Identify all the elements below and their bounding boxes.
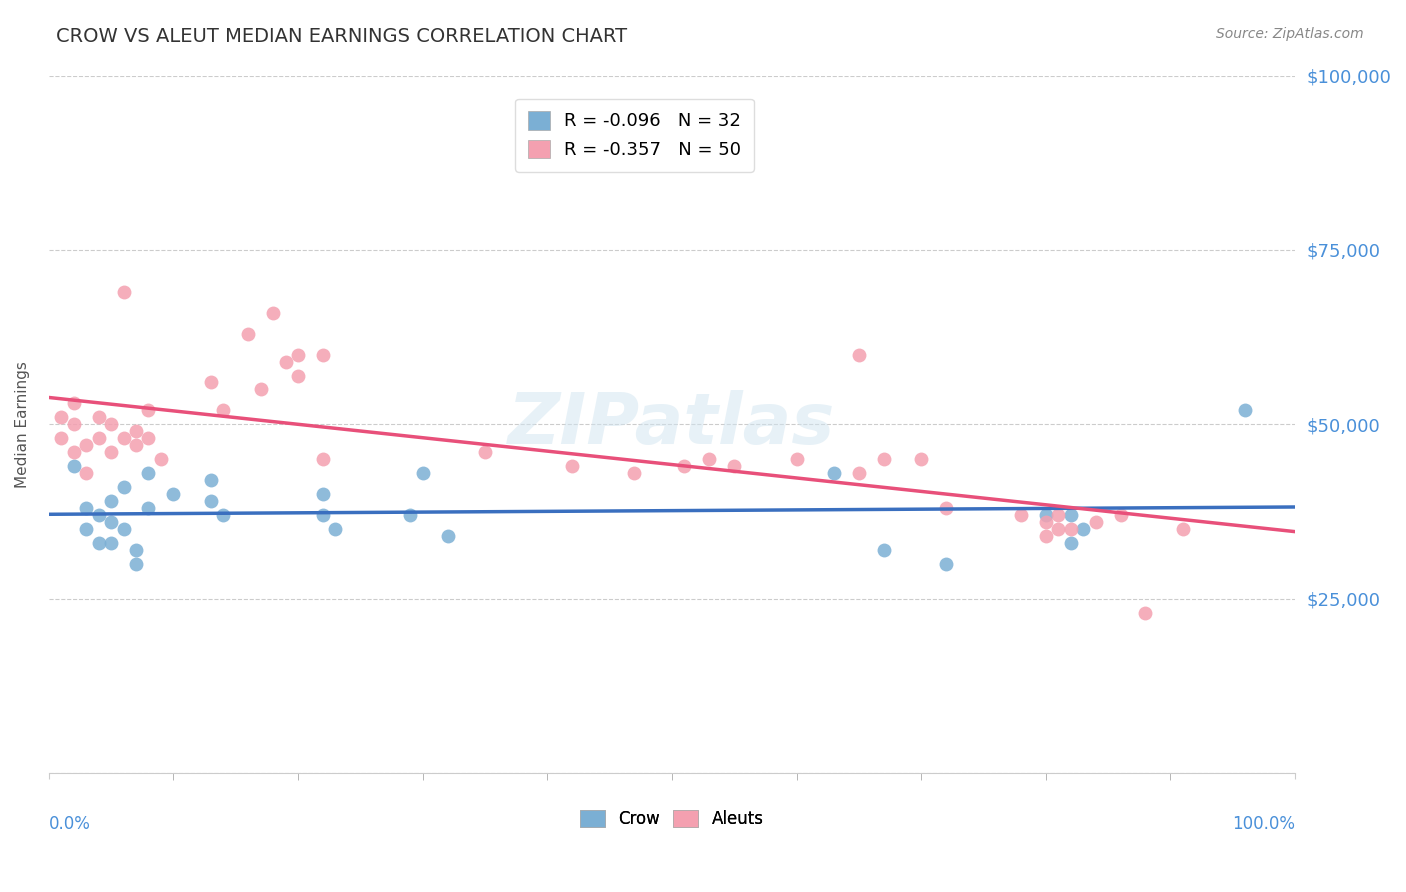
Text: Source: ZipAtlas.com: Source: ZipAtlas.com bbox=[1216, 27, 1364, 41]
Point bbox=[236, 326, 259, 341]
Text: CROW VS ALEUT MEDIAN EARNINGS CORRELATION CHART: CROW VS ALEUT MEDIAN EARNINGS CORRELATIO… bbox=[56, 27, 627, 45]
Point bbox=[138, 501, 160, 516]
Text: ZIPatlas: ZIPatlas bbox=[508, 390, 835, 458]
Point bbox=[112, 285, 135, 299]
Point bbox=[100, 494, 122, 508]
Point bbox=[312, 487, 335, 501]
Point bbox=[786, 452, 808, 467]
Point bbox=[287, 348, 309, 362]
Point bbox=[848, 348, 870, 362]
Point bbox=[1035, 508, 1057, 522]
Point bbox=[312, 508, 335, 522]
Point bbox=[112, 522, 135, 536]
Point bbox=[848, 466, 870, 480]
Point bbox=[1135, 606, 1157, 620]
Point bbox=[100, 445, 122, 459]
Point bbox=[1109, 508, 1132, 522]
Point bbox=[62, 417, 84, 432]
Point bbox=[1035, 515, 1057, 529]
Point bbox=[75, 501, 97, 516]
Legend: R = -0.096   N = 32, R = -0.357   N = 50: R = -0.096 N = 32, R = -0.357 N = 50 bbox=[516, 98, 754, 171]
Point bbox=[138, 403, 160, 417]
Point bbox=[138, 431, 160, 445]
Point bbox=[1084, 515, 1107, 529]
Point bbox=[823, 466, 845, 480]
Point bbox=[51, 431, 73, 445]
Point bbox=[1234, 403, 1257, 417]
Point bbox=[873, 452, 896, 467]
Point bbox=[100, 417, 122, 432]
Point bbox=[87, 410, 110, 425]
Point bbox=[1047, 508, 1070, 522]
Point bbox=[125, 543, 148, 558]
Point bbox=[149, 452, 172, 467]
Point bbox=[125, 438, 148, 452]
Point bbox=[312, 452, 335, 467]
Point bbox=[412, 466, 434, 480]
Point bbox=[200, 494, 222, 508]
Point bbox=[1060, 522, 1083, 536]
Point bbox=[474, 445, 496, 459]
Point bbox=[673, 459, 696, 474]
Point bbox=[561, 459, 583, 474]
Point bbox=[1171, 522, 1194, 536]
Point bbox=[1035, 529, 1057, 543]
Point bbox=[112, 431, 135, 445]
Point bbox=[87, 508, 110, 522]
Point bbox=[75, 438, 97, 452]
Point bbox=[873, 543, 896, 558]
Point bbox=[274, 354, 297, 368]
Point bbox=[287, 368, 309, 383]
Point bbox=[212, 508, 235, 522]
Point bbox=[697, 452, 720, 467]
Point bbox=[75, 466, 97, 480]
Point bbox=[62, 396, 84, 410]
Point bbox=[112, 480, 135, 494]
Point bbox=[125, 425, 148, 439]
Point bbox=[62, 459, 84, 474]
Point bbox=[87, 536, 110, 550]
Point bbox=[1010, 508, 1032, 522]
Point bbox=[125, 557, 148, 571]
Point bbox=[1060, 536, 1083, 550]
Point bbox=[100, 536, 122, 550]
Point bbox=[162, 487, 184, 501]
Point bbox=[623, 466, 645, 480]
Point bbox=[399, 508, 422, 522]
Point bbox=[1071, 522, 1094, 536]
Text: 0.0%: 0.0% bbox=[49, 815, 90, 833]
Point bbox=[935, 501, 957, 516]
Point bbox=[1060, 508, 1083, 522]
Point bbox=[723, 459, 745, 474]
Point bbox=[200, 376, 222, 390]
Text: 100.0%: 100.0% bbox=[1232, 815, 1295, 833]
Point bbox=[62, 445, 84, 459]
Point bbox=[212, 403, 235, 417]
Point bbox=[249, 383, 271, 397]
Y-axis label: Median Earnings: Median Earnings bbox=[15, 361, 30, 488]
Point bbox=[75, 522, 97, 536]
Point bbox=[935, 557, 957, 571]
Point bbox=[100, 515, 122, 529]
Point bbox=[138, 466, 160, 480]
Point bbox=[200, 473, 222, 487]
Point bbox=[436, 529, 458, 543]
Point bbox=[910, 452, 932, 467]
Point bbox=[312, 348, 335, 362]
Point bbox=[87, 431, 110, 445]
Point bbox=[325, 522, 347, 536]
Point bbox=[1047, 522, 1070, 536]
Point bbox=[262, 306, 284, 320]
Point bbox=[51, 410, 73, 425]
